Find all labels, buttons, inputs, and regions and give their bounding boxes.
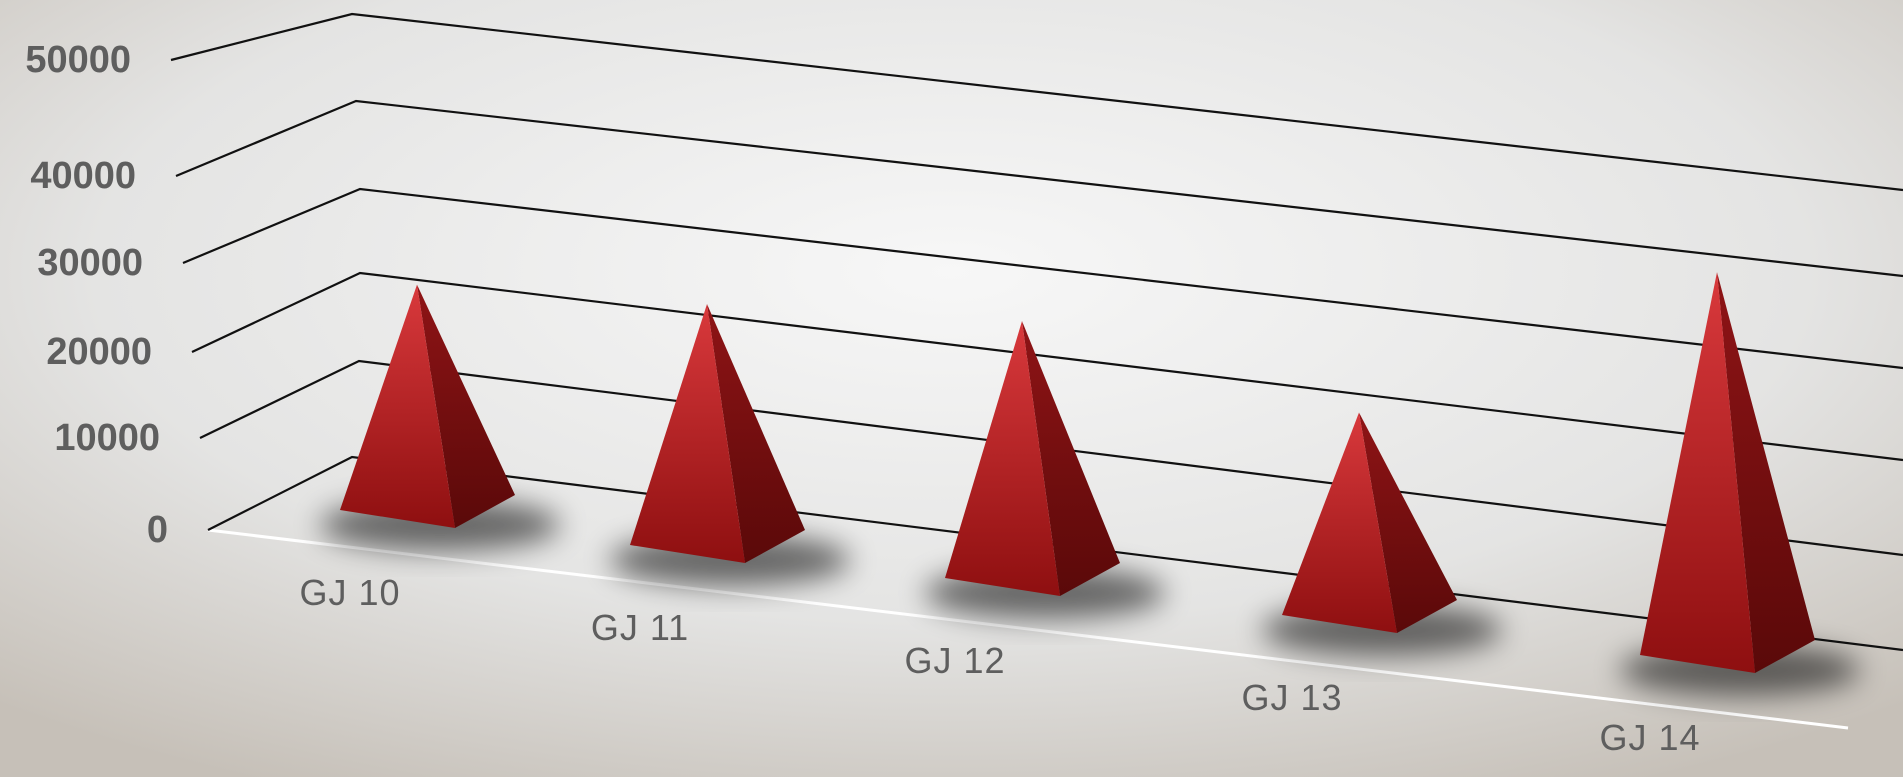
pyramid-front-face — [340, 284, 455, 528]
x-tick-label: GJ 10 — [299, 572, 400, 613]
gridline — [191, 271, 1903, 462]
x-tick-label: GJ 12 — [904, 640, 1005, 681]
x-tick-label: GJ 13 — [1241, 677, 1342, 718]
y-tick-label: 40000 — [30, 155, 136, 197]
gridline — [170, 12, 1903, 192]
y-tick-label: 10000 — [54, 417, 160, 459]
pyramid-front-face — [1640, 272, 1755, 673]
pyramid-front-face — [630, 304, 745, 563]
pyramid-front-face — [1282, 412, 1397, 633]
y-tick-label: 20000 — [46, 331, 152, 373]
y-tick-label: 30000 — [37, 242, 143, 284]
pyramid-bar — [340, 284, 515, 528]
pyramid-side-face — [707, 304, 805, 563]
pyramid-bar — [630, 304, 805, 563]
pyramid-side-face — [1717, 272, 1815, 673]
y-tick-label: 50000 — [25, 39, 131, 81]
pyramid-bar — [1640, 272, 1815, 673]
pyramid-bar — [1282, 412, 1457, 633]
pyramid-side-face — [417, 284, 515, 528]
gridline — [175, 99, 1903, 278]
x-tick-label: GJ 11 — [591, 607, 689, 648]
pyramid-front-face — [945, 321, 1060, 596]
x-tick-label: GJ 14 — [1599, 717, 1700, 758]
floor-front-edge — [207, 528, 1849, 730]
pyramid-bar — [945, 321, 1120, 596]
y-tick-label: 0 — [147, 509, 168, 551]
pyramid-side-face — [1022, 321, 1120, 596]
pyramid-side-face — [1359, 412, 1457, 633]
gridline — [182, 187, 1903, 370]
